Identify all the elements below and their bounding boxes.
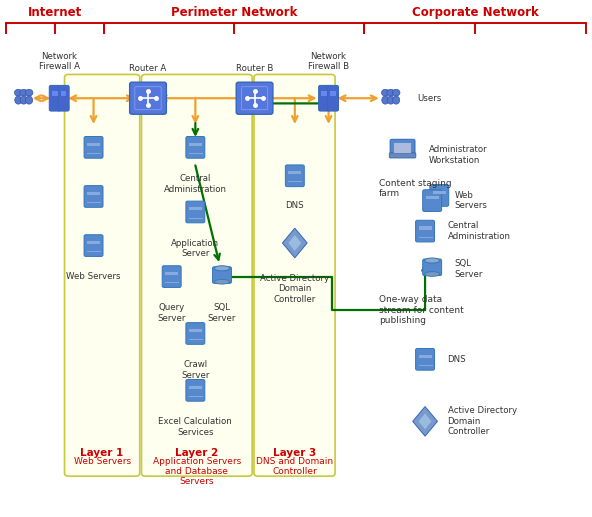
Bar bbox=[189, 207, 202, 210]
Polygon shape bbox=[413, 406, 437, 436]
Text: Web
Servers: Web Servers bbox=[455, 191, 488, 210]
Circle shape bbox=[392, 89, 400, 96]
Bar bbox=[61, 91, 66, 96]
Ellipse shape bbox=[214, 266, 230, 271]
FancyBboxPatch shape bbox=[213, 267, 231, 283]
Text: Content staging
farm: Content staging farm bbox=[379, 179, 452, 199]
FancyBboxPatch shape bbox=[285, 165, 304, 187]
Bar bbox=[189, 329, 202, 332]
Bar bbox=[87, 192, 100, 195]
FancyBboxPatch shape bbox=[254, 74, 335, 476]
Text: Application Servers
and Database
Servers: Application Servers and Database Servers bbox=[153, 457, 241, 486]
Text: Web Servers: Web Servers bbox=[66, 272, 121, 281]
Bar bbox=[419, 355, 432, 358]
FancyBboxPatch shape bbox=[141, 74, 252, 476]
Ellipse shape bbox=[424, 258, 440, 263]
FancyBboxPatch shape bbox=[423, 190, 442, 211]
FancyBboxPatch shape bbox=[186, 323, 205, 344]
Bar bbox=[394, 143, 411, 153]
FancyBboxPatch shape bbox=[186, 201, 205, 223]
FancyBboxPatch shape bbox=[65, 74, 140, 476]
FancyBboxPatch shape bbox=[390, 153, 416, 158]
Text: Users: Users bbox=[417, 94, 442, 103]
Text: Active Directory
Domain
Controller: Active Directory Domain Controller bbox=[260, 274, 329, 304]
FancyBboxPatch shape bbox=[390, 139, 415, 156]
Text: SQL
Server: SQL Server bbox=[455, 259, 483, 279]
FancyBboxPatch shape bbox=[186, 379, 205, 401]
Text: Query
Server: Query Server bbox=[157, 303, 186, 323]
FancyBboxPatch shape bbox=[58, 85, 69, 111]
Bar bbox=[165, 272, 178, 275]
Ellipse shape bbox=[382, 96, 389, 104]
Bar bbox=[189, 143, 202, 146]
Bar bbox=[288, 171, 301, 174]
Text: Administrator
Workstation: Administrator Workstation bbox=[429, 145, 488, 165]
FancyBboxPatch shape bbox=[162, 266, 181, 287]
Text: Perimeter Network: Perimeter Network bbox=[170, 6, 297, 19]
FancyBboxPatch shape bbox=[423, 259, 442, 276]
FancyBboxPatch shape bbox=[236, 82, 273, 114]
Text: Layer 2: Layer 2 bbox=[175, 448, 218, 458]
Bar bbox=[189, 386, 202, 389]
Text: DNS: DNS bbox=[448, 355, 466, 364]
Text: Central
Administration: Central Administration bbox=[164, 174, 227, 194]
Bar bbox=[87, 143, 100, 146]
Text: Crawl
Server: Crawl Server bbox=[181, 360, 210, 380]
Circle shape bbox=[14, 89, 22, 96]
Circle shape bbox=[20, 89, 27, 96]
Polygon shape bbox=[288, 235, 301, 251]
Bar bbox=[321, 91, 327, 96]
FancyBboxPatch shape bbox=[84, 186, 103, 207]
FancyBboxPatch shape bbox=[318, 85, 330, 111]
Text: Router B: Router B bbox=[236, 65, 274, 73]
Text: Web Servers: Web Servers bbox=[73, 457, 131, 465]
FancyBboxPatch shape bbox=[186, 136, 205, 158]
Circle shape bbox=[381, 89, 389, 96]
Text: Layer 1: Layer 1 bbox=[81, 448, 124, 458]
Circle shape bbox=[387, 89, 394, 96]
Ellipse shape bbox=[25, 96, 33, 104]
FancyBboxPatch shape bbox=[416, 220, 435, 242]
Ellipse shape bbox=[214, 279, 230, 284]
Text: Application
Server: Application Server bbox=[171, 239, 220, 258]
FancyBboxPatch shape bbox=[327, 85, 339, 111]
Text: DNS and Domain
Controller: DNS and Domain Controller bbox=[256, 457, 333, 476]
Text: Central
Administration: Central Administration bbox=[448, 221, 510, 241]
Ellipse shape bbox=[387, 96, 394, 104]
Bar bbox=[426, 196, 439, 199]
Bar bbox=[330, 91, 336, 96]
FancyBboxPatch shape bbox=[84, 235, 103, 256]
Ellipse shape bbox=[424, 272, 440, 276]
Bar bbox=[52, 91, 57, 96]
Text: Router A: Router A bbox=[130, 65, 166, 73]
FancyBboxPatch shape bbox=[416, 348, 435, 370]
Text: Excel Calculation
Services: Excel Calculation Services bbox=[159, 417, 232, 437]
Text: One-way data
stream for content
publishing: One-way data stream for content publishi… bbox=[379, 295, 464, 325]
Text: SQL
Server: SQL Server bbox=[208, 303, 236, 323]
Ellipse shape bbox=[15, 96, 22, 104]
Text: Network
Firewall A: Network Firewall A bbox=[38, 52, 80, 71]
Text: DNS: DNS bbox=[285, 201, 304, 209]
Bar bbox=[87, 241, 100, 244]
Bar bbox=[433, 191, 446, 194]
Circle shape bbox=[25, 89, 33, 96]
FancyBboxPatch shape bbox=[84, 136, 103, 158]
Polygon shape bbox=[419, 414, 432, 429]
Ellipse shape bbox=[20, 96, 27, 104]
Ellipse shape bbox=[392, 96, 400, 104]
Text: Corporate Network: Corporate Network bbox=[411, 6, 539, 19]
Text: Network
Firewall B: Network Firewall B bbox=[308, 52, 349, 71]
Text: Internet: Internet bbox=[28, 6, 82, 19]
Text: Active Directory
Domain
Controller: Active Directory Domain Controller bbox=[448, 406, 517, 436]
FancyBboxPatch shape bbox=[49, 85, 60, 111]
Bar bbox=[419, 226, 432, 230]
Polygon shape bbox=[282, 228, 307, 258]
Text: Layer 3: Layer 3 bbox=[273, 448, 316, 458]
FancyBboxPatch shape bbox=[430, 185, 449, 206]
FancyBboxPatch shape bbox=[130, 82, 166, 114]
